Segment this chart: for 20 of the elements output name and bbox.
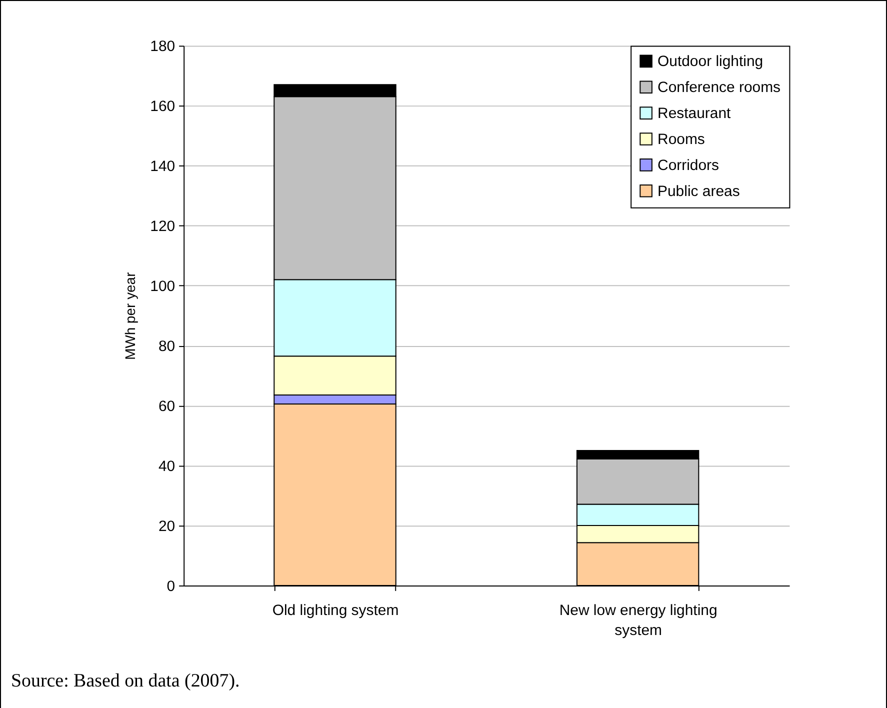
legend-label: Conference rooms xyxy=(658,79,781,96)
legend-label: Restaurant xyxy=(658,105,732,122)
source-note: Source: Based on data (2007). xyxy=(10,670,240,692)
y-tick-label: 60 xyxy=(158,398,176,416)
legend-label: Corridors xyxy=(658,156,720,174)
y-tick-label: 0 xyxy=(166,578,176,595)
y-tick-label: 180 xyxy=(150,38,176,56)
y-tick-label: 20 xyxy=(158,518,176,535)
legend-label: Public areas xyxy=(658,182,740,200)
x-tick-label: Old lighting system xyxy=(272,602,399,619)
legend-label: Outdoor lighting xyxy=(658,53,764,70)
y-tick-label: 40 xyxy=(158,458,176,476)
y-tick-label: 100 xyxy=(150,278,176,296)
y-tick-label: 140 xyxy=(150,158,176,176)
y-axis-title: MWh per year xyxy=(122,272,138,360)
y-tick-label: 80 xyxy=(158,338,176,356)
y-tick-label: 120 xyxy=(150,218,176,236)
y-tick-label: 160 xyxy=(150,98,176,116)
legend-label: Rooms xyxy=(658,130,705,148)
x-tick-label: New low energy lighting system xyxy=(559,602,718,639)
